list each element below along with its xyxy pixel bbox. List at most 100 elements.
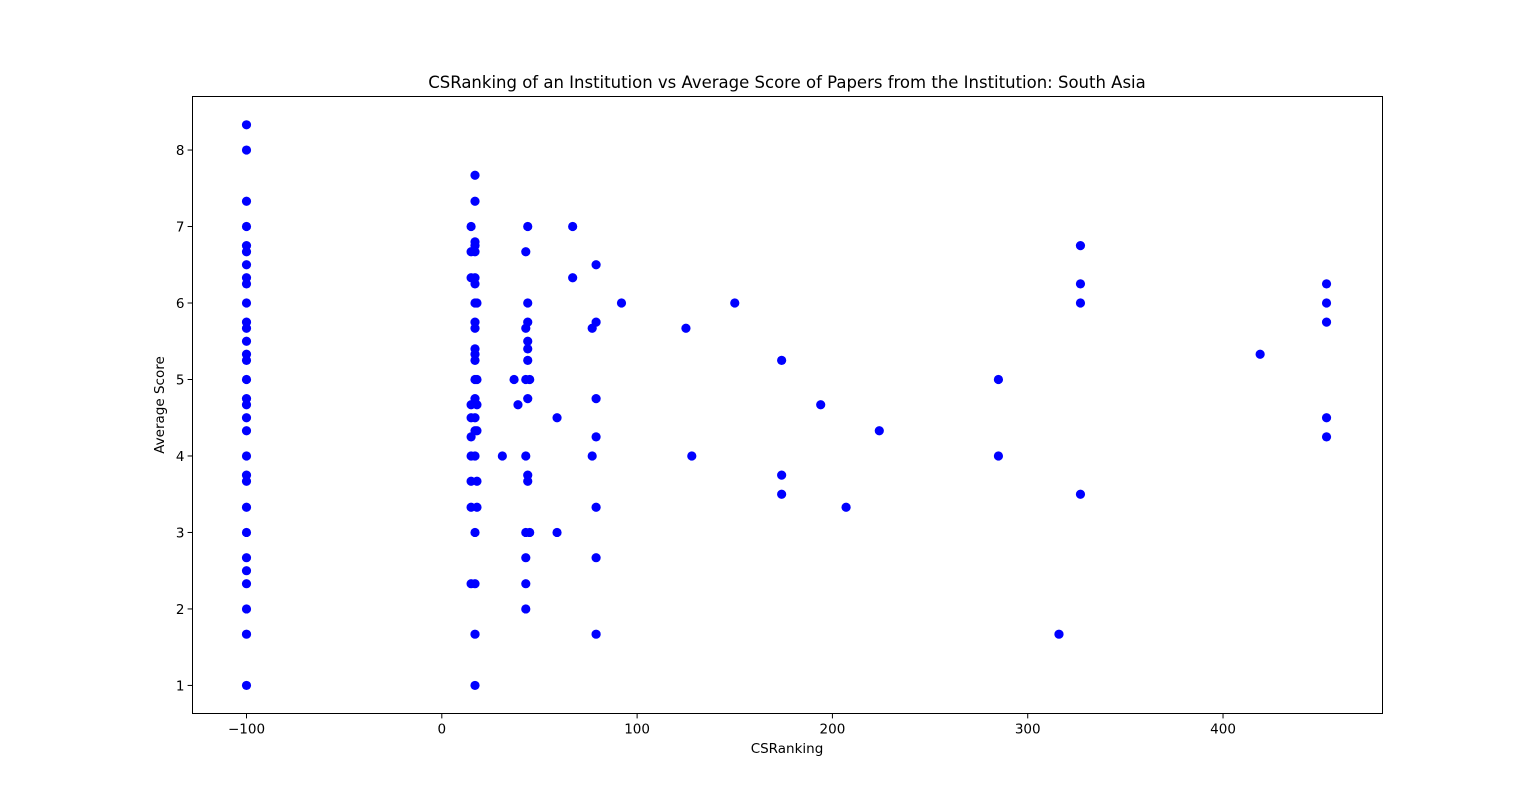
data-point: [993, 451, 1004, 461]
data-point: [241, 374, 252, 385]
data-point: [681, 323, 691, 333]
data-point: [591, 260, 601, 270]
data-point: [568, 273, 578, 283]
data-point: [777, 355, 787, 365]
data-point: [525, 374, 535, 385]
data-point: [523, 344, 533, 354]
data-point: [1075, 241, 1086, 251]
y-tick-label: 3: [176, 525, 185, 541]
data-point: [470, 323, 480, 333]
data-point: [472, 426, 482, 436]
data-point: [241, 355, 252, 365]
data-point: [777, 489, 787, 499]
data-point: [241, 298, 252, 308]
data-point: [1054, 629, 1064, 639]
y-axis-ticks: 1 2 3 4 5 6 7 8: [176, 143, 193, 694]
data-point: [241, 323, 252, 333]
data-point: [472, 298, 482, 308]
data-point: [241, 400, 252, 410]
data-point: [591, 317, 601, 327]
y-axis-label: Average Score: [152, 356, 168, 454]
data-point: [241, 260, 252, 270]
data-point: [1255, 349, 1265, 359]
data-point: [523, 394, 533, 404]
data-point: [470, 629, 480, 639]
data-point: [1321, 298, 1332, 308]
data-point: [241, 413, 252, 423]
data-point: [523, 355, 533, 365]
data-point: [470, 680, 480, 691]
data-point: [241, 566, 252, 576]
data-point: [591, 629, 601, 639]
data-point: [523, 298, 533, 308]
data-point: [523, 221, 533, 232]
data-point: [587, 451, 597, 461]
x-tick-label: 0: [438, 722, 447, 738]
data-point: [241, 336, 252, 346]
data-point: [1075, 298, 1086, 308]
data-point: [241, 629, 252, 639]
data-point: [525, 527, 535, 538]
data-point: [470, 413, 480, 423]
data-point: [591, 394, 601, 404]
data-point: [470, 579, 480, 589]
data-point: [841, 502, 851, 512]
data-point: [241, 553, 252, 563]
chart-title: CSRanking of an Institution vs Average S…: [428, 73, 1146, 92]
data-point: [1321, 279, 1332, 289]
data-point: [568, 221, 578, 232]
data-point: [472, 476, 482, 486]
data-point: [241, 502, 252, 512]
data-point: [241, 247, 252, 257]
data-point: [470, 279, 480, 289]
data-point: [241, 451, 252, 461]
data-point: [552, 527, 562, 538]
y-tick-label: 5: [176, 372, 185, 388]
data-point: [470, 196, 480, 206]
y-tick-label: 2: [176, 602, 185, 618]
data-point: [521, 579, 531, 589]
data-point: [241, 120, 252, 130]
data-point: [470, 527, 480, 538]
data-point: [521, 323, 531, 333]
data-point: [466, 221, 476, 232]
data-point: [472, 374, 482, 385]
x-axis-label: CSRanking: [751, 741, 824, 757]
data-point: [616, 298, 627, 308]
data-point: [1075, 279, 1086, 289]
data-point: [591, 502, 601, 512]
data-point: [470, 451, 480, 461]
data-point: [521, 451, 531, 461]
data-point: [241, 145, 252, 155]
data-point: [1321, 432, 1332, 442]
data-point: [472, 502, 482, 512]
data-point: [241, 680, 252, 691]
data-points: [241, 120, 1332, 691]
data-point: [1075, 489, 1086, 499]
data-point: [472, 400, 482, 410]
data-point: [591, 432, 601, 442]
y-tick-label: 4: [176, 449, 185, 465]
data-point: [816, 400, 826, 410]
data-point: [521, 553, 531, 563]
data-point: [241, 196, 252, 206]
data-point: [552, 413, 562, 423]
data-point: [777, 470, 787, 480]
data-point: [241, 221, 252, 232]
data-point: [470, 170, 480, 180]
y-tick-label: 1: [176, 678, 185, 694]
data-point: [523, 336, 533, 346]
data-point: [521, 604, 531, 614]
data-point: [521, 247, 531, 257]
data-point: [241, 476, 252, 486]
plot-area-frame: [192, 96, 1383, 714]
data-point: [509, 374, 519, 385]
data-point: [523, 476, 533, 486]
data-point: [241, 604, 252, 614]
data-point: [591, 553, 601, 563]
data-point: [1321, 317, 1332, 327]
data-point: [874, 426, 884, 436]
data-point: [993, 374, 1004, 385]
x-tick-label: 400: [1210, 722, 1236, 738]
